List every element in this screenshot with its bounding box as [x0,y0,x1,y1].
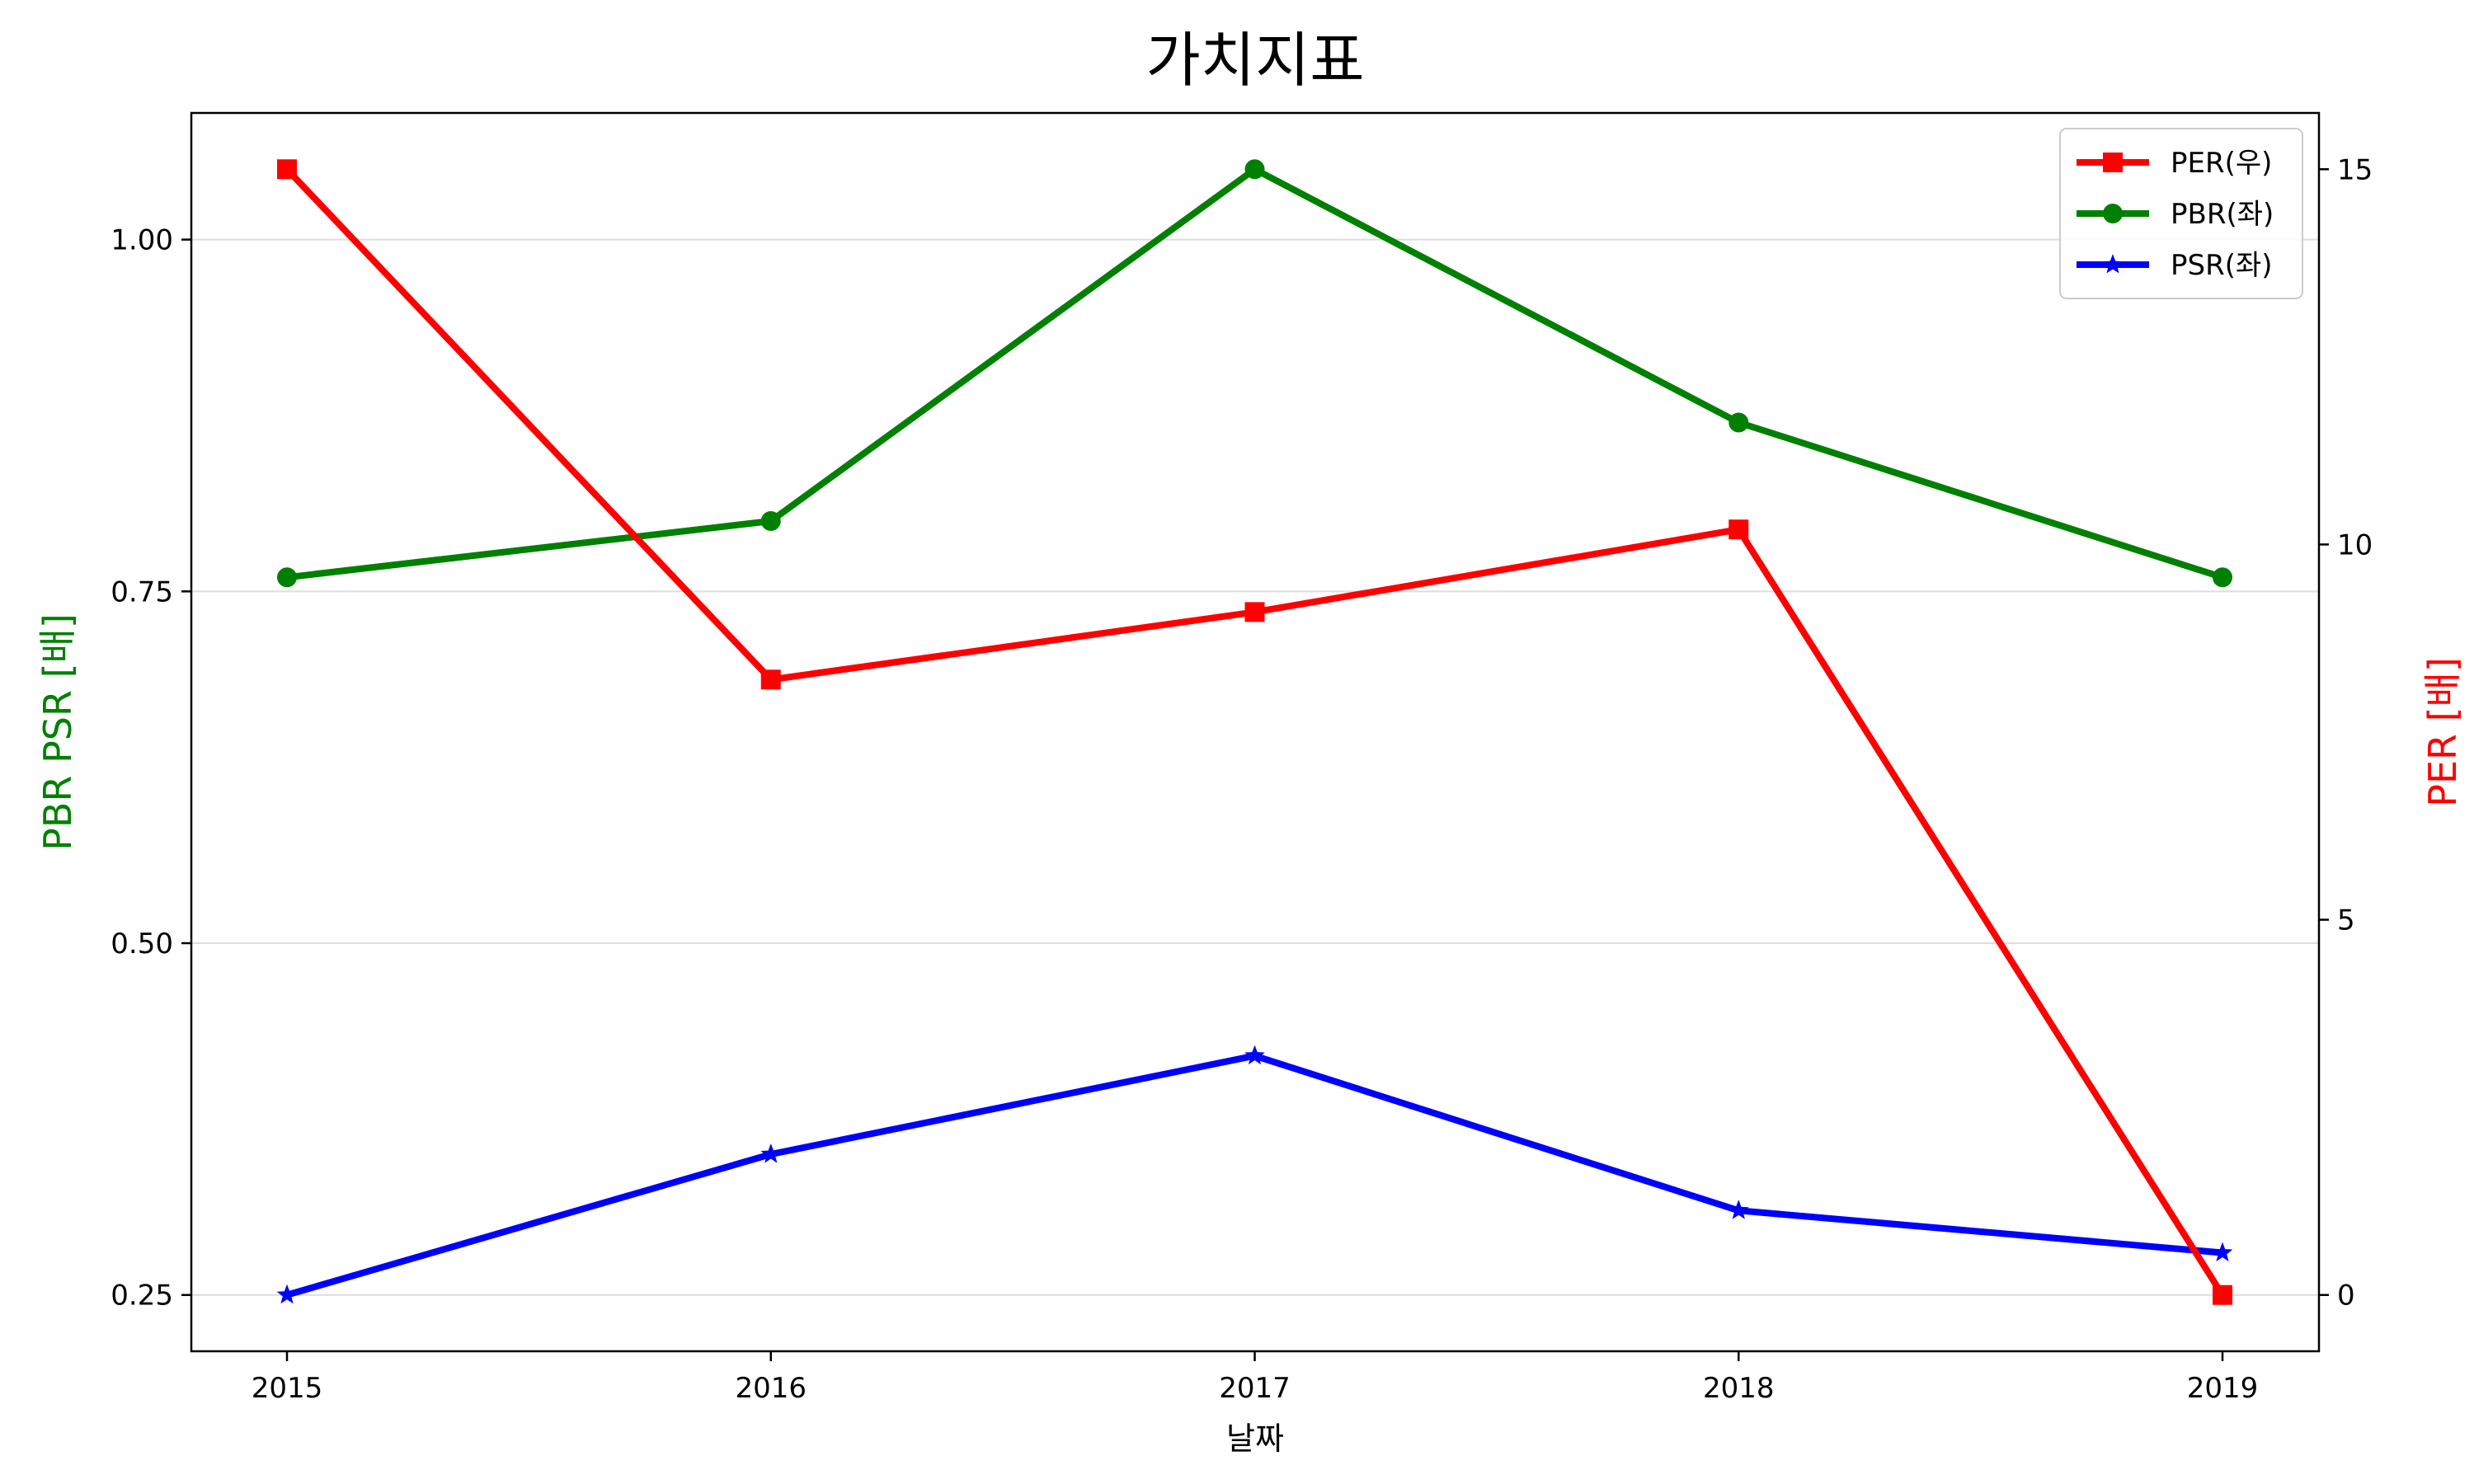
legend-swatch-marker [2103,153,2123,172]
data-point-psr [1728,1200,1749,1219]
right-axis-label: PER [배] [2420,657,2465,807]
right-tick-label: 0 [2337,1280,2355,1313]
series-per [277,159,2232,1305]
data-point-pbr [277,567,297,588]
legend-swatch-marker [2103,204,2123,223]
legend-item-pbr: PBR(좌) [2077,198,2274,231]
data-point-pbr [1244,159,1265,180]
legend-label: PSR(좌) [2171,249,2273,282]
legend-label: PER(우) [2171,147,2272,180]
x-tick-label: 2019 [2187,1372,2259,1405]
left-tick-label: 0.50 [111,928,173,960]
x-tick-label: 2015 [252,1372,323,1405]
right-tick-label: 5 [2337,904,2355,937]
data-point-psr [1244,1045,1265,1065]
data-point-per [1729,519,1749,540]
data-point-per [2213,1284,2232,1305]
left-axis-label: PBR PSR [배] [35,613,80,851]
legend-swatch-marker [2102,254,2124,274]
data-point-pbr [1729,412,1749,433]
left-tick-label: 0.75 [111,575,173,608]
series-layer [276,159,2233,1305]
legend-item-per: PER(우) [2077,147,2272,180]
right-tick-label: 10 [2337,528,2373,561]
grid-lines [191,238,2319,1296]
data-point-psr [276,1284,298,1304]
legend-items: PER(우) PBR(좌) PSR(좌) [2077,147,2274,282]
right-tick-label: 15 [2337,153,2373,186]
chart-title: 가치지표 [1146,26,1365,95]
legend: PER(우) PBR(좌) PSR(좌) [2059,128,2303,299]
x-tick-label: 2018 [1703,1372,1775,1405]
series-psr [276,1045,2233,1304]
data-point-pbr [2213,567,2232,588]
axes-layer: 0.25 0.50 0.75 1.00 0 5 10 15 2015 2016 2017 2018 20… [111,153,2373,1405]
legend-item-psr: PSR(좌) [2077,249,2273,282]
series-pbr [277,159,2232,588]
x-tick-label: 2017 [1219,1372,1291,1405]
data-point-per [277,159,297,180]
data-point-pbr [760,510,781,531]
data-point-per [1244,602,1265,622]
data-point-per [760,669,781,690]
legend-label: PBR(좌) [2171,198,2274,231]
x-axis-label: 날짜 [1226,1421,1284,1457]
data-point-psr [2212,1242,2233,1261]
left-tick-label: 0.25 [111,1280,173,1313]
x-tick-label: 2016 [735,1372,807,1405]
left-tick-label: 1.00 [111,224,173,257]
data-point-psr [760,1144,782,1163]
